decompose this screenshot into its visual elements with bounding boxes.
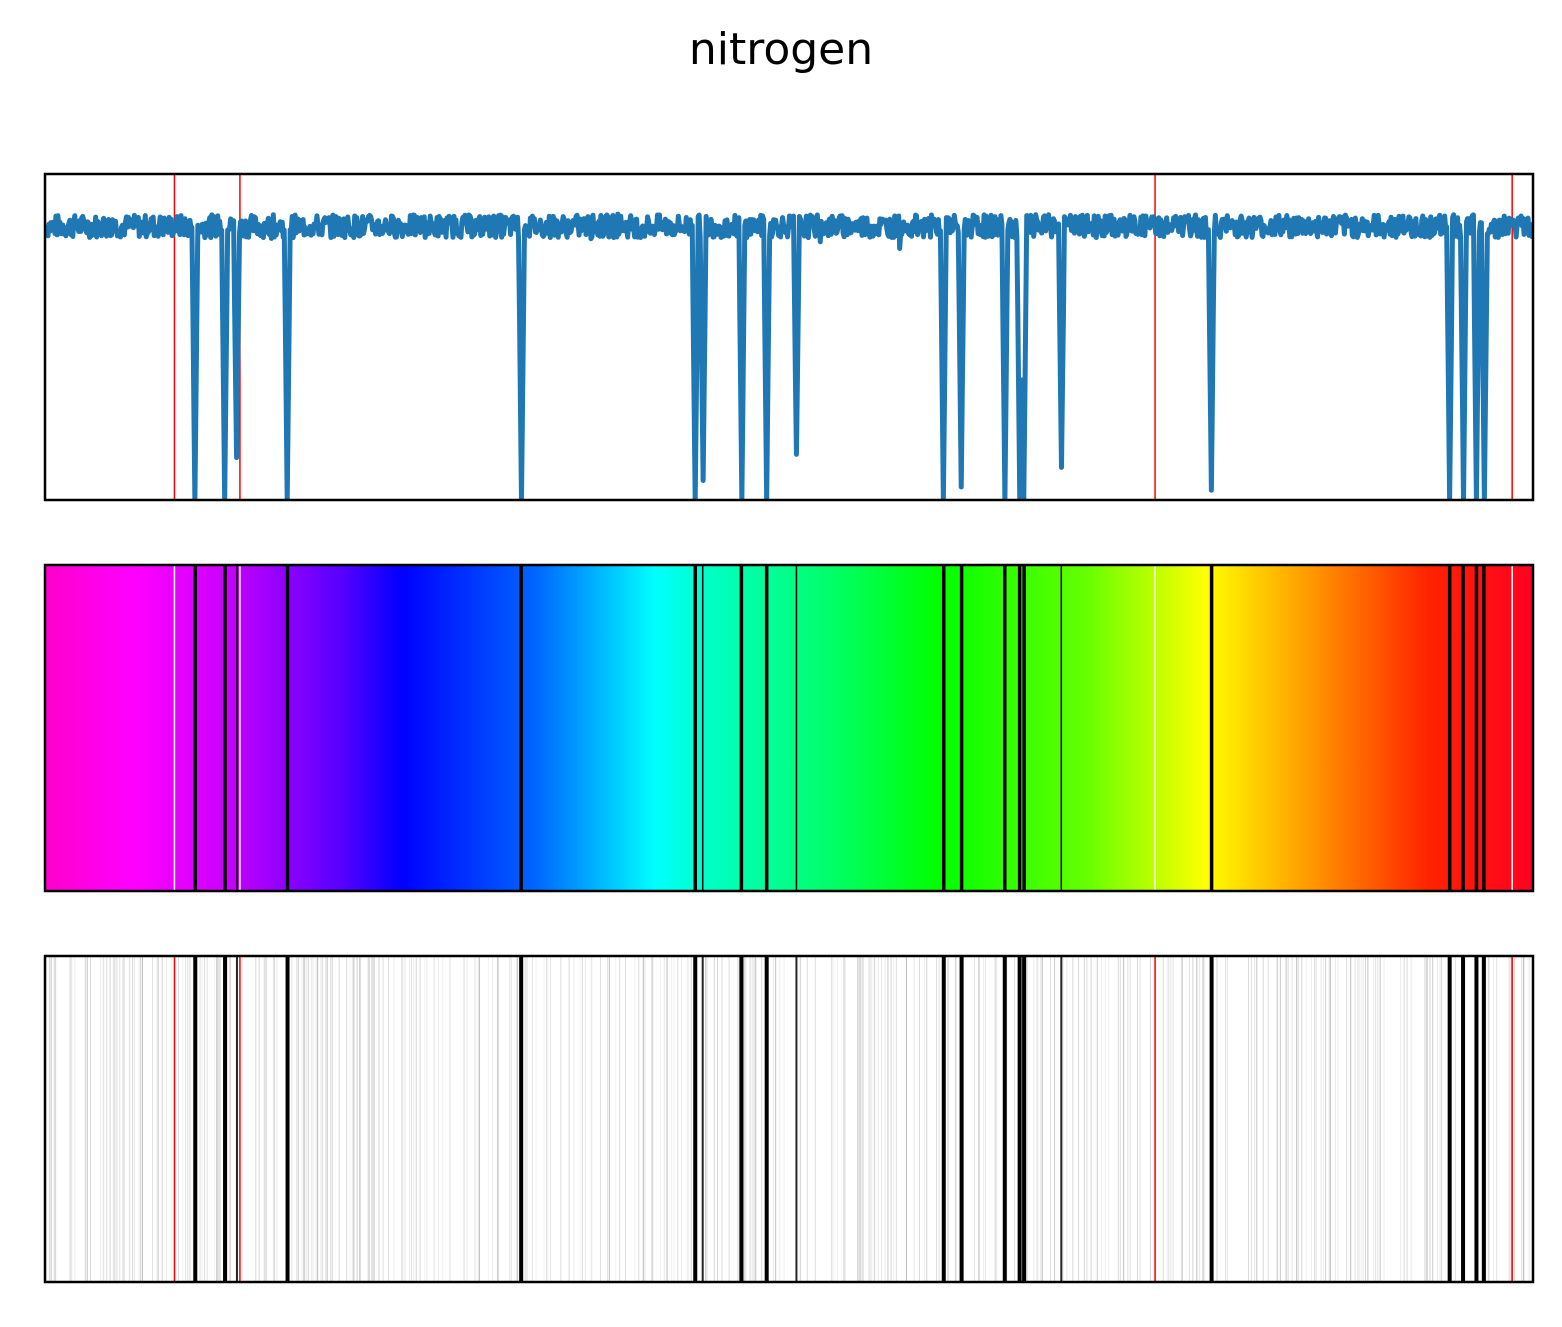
color-spectrum-band	[45, 565, 1533, 891]
spectrum-plot-frame	[43, 172, 1535, 502]
spectrum-line-plot	[43, 172, 1535, 502]
absorption-lines-panel	[43, 954, 1535, 1284]
lines-panel-frame	[43, 954, 1535, 1284]
spectrum-series-line	[45, 211, 1533, 500]
chart-title: nitrogen	[688, 24, 874, 75]
color-panel-frame	[43, 563, 1535, 893]
color-spectrum-panel	[43, 563, 1535, 893]
